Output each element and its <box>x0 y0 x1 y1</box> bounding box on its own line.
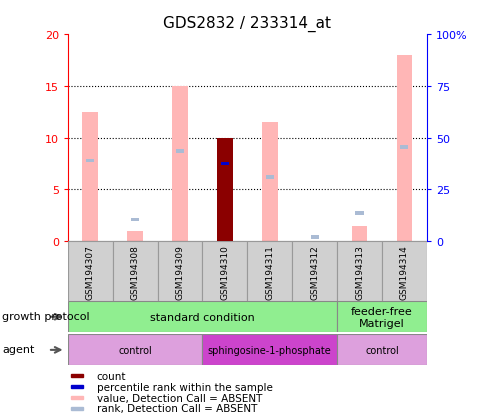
Text: standard condition: standard condition <box>150 312 254 322</box>
Bar <box>310 236 318 239</box>
Bar <box>351 226 366 242</box>
Bar <box>112 242 157 301</box>
Bar <box>261 123 277 242</box>
Bar <box>399 146 408 150</box>
Text: GSM194313: GSM194313 <box>354 244 363 299</box>
Text: feeder-free
Matrigel: feeder-free Matrigel <box>350 306 412 328</box>
Bar <box>220 162 228 166</box>
Bar <box>71 375 83 377</box>
Bar <box>291 242 336 301</box>
Text: GSM194307: GSM194307 <box>86 244 95 299</box>
Text: control: control <box>364 345 398 355</box>
Bar <box>396 56 411 242</box>
Bar <box>172 87 187 242</box>
Text: growth protocol: growth protocol <box>2 311 90 321</box>
Bar <box>71 385 83 388</box>
Bar <box>336 242 381 301</box>
Text: value, Detection Call = ABSENT: value, Detection Call = ABSENT <box>96 393 261 403</box>
Bar <box>217 138 232 242</box>
Text: count: count <box>96 371 126 381</box>
Text: GSM194312: GSM194312 <box>309 244 318 299</box>
Text: GSM194311: GSM194311 <box>265 244 274 299</box>
Bar <box>68 301 336 332</box>
Bar <box>157 242 202 301</box>
Bar <box>71 396 83 399</box>
Bar <box>202 242 247 301</box>
Bar <box>202 335 336 366</box>
Bar <box>127 231 143 242</box>
Bar <box>336 301 426 332</box>
Bar <box>86 159 94 163</box>
Bar <box>68 242 112 301</box>
Text: control: control <box>118 345 152 355</box>
Text: GSM194314: GSM194314 <box>399 244 408 299</box>
Bar <box>265 176 273 179</box>
Bar <box>176 150 184 154</box>
Bar <box>336 335 426 366</box>
Bar <box>82 113 98 242</box>
Text: GSM194308: GSM194308 <box>130 244 139 299</box>
Bar <box>381 242 426 301</box>
Text: rank, Detection Call = ABSENT: rank, Detection Call = ABSENT <box>96 404 257 413</box>
Text: GSM194310: GSM194310 <box>220 244 229 299</box>
Bar <box>68 335 202 366</box>
Bar <box>71 407 83 410</box>
Bar <box>247 242 291 301</box>
Text: agent: agent <box>2 344 35 354</box>
Title: GDS2832 / 233314_at: GDS2832 / 233314_at <box>163 16 331 32</box>
Bar <box>355 212 363 216</box>
Text: percentile rank within the sample: percentile rank within the sample <box>96 382 272 392</box>
Bar <box>131 218 139 222</box>
Text: sphingosine-1-phosphate: sphingosine-1-phosphate <box>208 345 331 355</box>
Text: GSM194309: GSM194309 <box>175 244 184 299</box>
